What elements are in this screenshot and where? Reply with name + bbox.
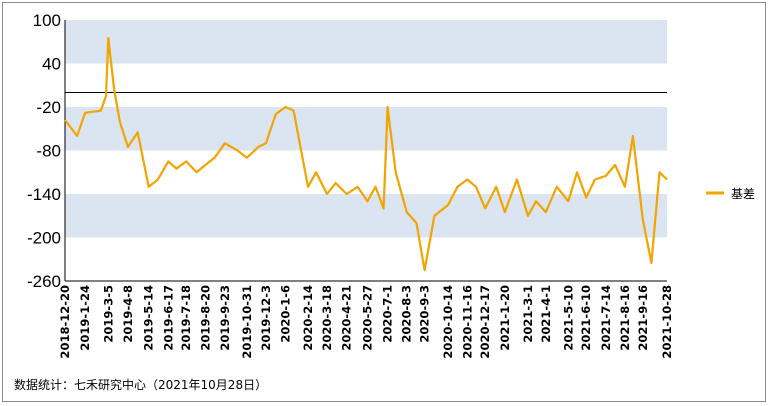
- x-tick-label: 2021-1-20: [498, 285, 512, 351]
- background-bands: [65, 20, 667, 238]
- x-tick-label: 2020-9-3: [418, 285, 432, 343]
- y-tick-label: -140: [27, 185, 61, 204]
- x-tick-label: 2019-5-14: [142, 285, 156, 351]
- x-tick-label: 2020-2-14: [301, 285, 315, 351]
- y-tick-label: -20: [36, 98, 61, 117]
- x-tick-label: 2020-1-6: [278, 285, 292, 343]
- band-5: [65, 194, 667, 238]
- x-tick-label: 2019-8-20: [198, 285, 212, 351]
- x-tick-label: 2021-3-1: [521, 285, 535, 343]
- x-tick-label: 2020-12-17: [478, 285, 492, 359]
- y-tick-label: 40: [42, 55, 61, 74]
- x-tick-label: 2021-6-10: [579, 285, 593, 351]
- y-tick-label: -80: [36, 142, 61, 161]
- y-tick-label: -260: [27, 272, 61, 291]
- x-tick-label: 2020-8-3: [400, 285, 414, 343]
- x-tick-label: 2021-8-16: [618, 285, 632, 351]
- legend-label: 基差: [731, 187, 755, 201]
- x-tick-label: 2019-7-18: [179, 285, 193, 351]
- x-tick-label: 2020-3-18: [320, 285, 334, 351]
- x-tick-labels: 2018-12-20 2019-1-24 2019-3-5 2019-4-8 2019-…: [58, 285, 674, 359]
- legend: 基差: [706, 187, 755, 201]
- x-tick-label: 2020-5-27: [360, 285, 374, 351]
- series-line-basis: [64, 37, 668, 272]
- band-3: [65, 107, 667, 151]
- x-tick-label: 2020-11-16: [460, 285, 474, 359]
- x-tick-label: 2021-4-1: [539, 285, 553, 343]
- x-tick-label: 2018-12-20: [58, 285, 72, 359]
- x-tick-label: 2019-3-5: [101, 285, 115, 343]
- x-tick-label: 2020-10-14: [441, 285, 455, 359]
- x-tick-label: 2021-9-16: [636, 285, 650, 351]
- x-tick-label: 2021-7-14: [599, 285, 613, 351]
- x-tick-label: 2019-9-23: [218, 285, 232, 351]
- y-tick-label: 100: [33, 11, 61, 30]
- source-note: 数据统计：七禾研究中心（2021年10月28日）: [14, 378, 268, 392]
- y-tick-labels: 100 40 -20 -80 -140 -200 -260: [27, 11, 61, 291]
- y-tick-label: -200: [27, 229, 61, 248]
- x-tick-label: 2019-10-31: [240, 285, 254, 359]
- x-tick-label: 2020-4-21: [340, 285, 354, 351]
- x-tick-label: 2021-5-10: [561, 285, 575, 351]
- x-tick-label: 2019-1-24: [78, 285, 92, 351]
- band-1: [65, 20, 667, 64]
- x-tick-label: 2020-7-1: [381, 285, 395, 343]
- x-tick-label: 2019-4-8: [121, 285, 135, 343]
- chart-frame: [2, 2, 766, 402]
- x-tick-label: 2019-12-3: [259, 285, 273, 351]
- x-tick-label: 2019-6-17: [161, 285, 175, 351]
- x-tick-label: 2021-10-28: [660, 285, 674, 359]
